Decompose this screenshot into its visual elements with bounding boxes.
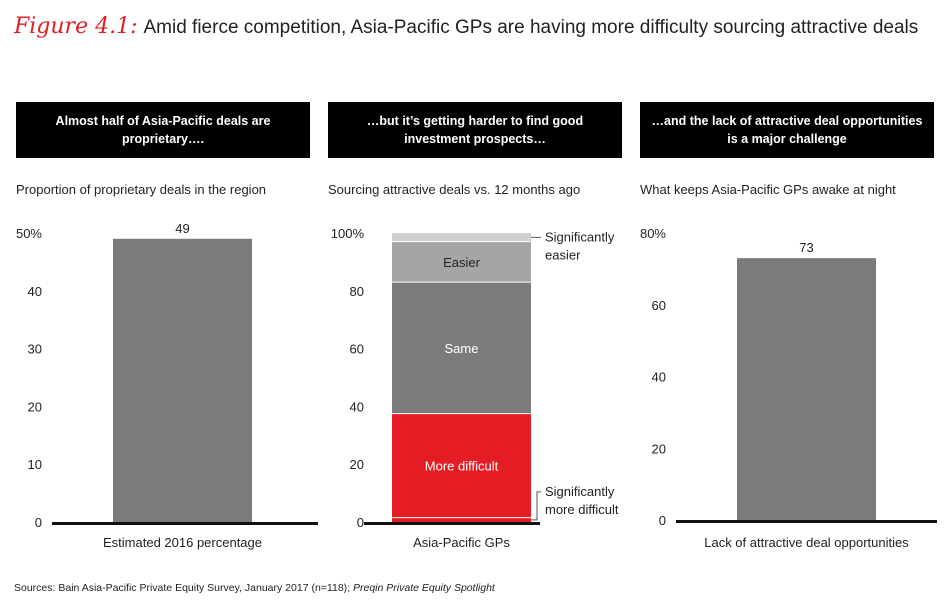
source-text: Sources: Bain Asia-Pacific Private Equit… [14,582,353,594]
chart-2-segment-label: More difficult [425,459,499,474]
chart-3-category-label: Lack of attractive deal opportunities [704,535,909,550]
figure-title: Figure 4.1: Amid fierce competition, Asia… [14,14,918,39]
panel-2-subtitle: Sourcing attractive deals vs. 12 months … [328,182,581,197]
chart-2-callout-label: Significantly [545,484,615,499]
source-note: Sources: Bain Asia-Pacific Private Equit… [14,582,495,594]
chart-1-ytick-label: 0 [35,515,42,530]
chart-3-ytick-label: 40 [652,370,666,385]
chart-2-segment-same [392,282,531,414]
panel-1-header: Almost half of Asia-Pacific deals are pr… [16,102,310,158]
chart-3-bar [737,258,876,520]
panel-2-header: …but it’s getting harder to find good in… [328,102,622,158]
chart-3-data-label: 73 [799,240,813,255]
chart-2-segment-more-difficult [392,413,531,518]
chart-3-ytick-label: 80% [640,226,666,241]
chart-3-ytick-label: 60 [652,298,666,313]
chart-1-ytick-label: 10 [28,457,42,472]
chart-2-ytick-label: 0 [357,515,364,530]
chart-2-category-label: Asia-Pacific GPs [413,535,510,550]
chart-2-callout-label: Significantly [545,229,615,244]
chart-3-ytick-label: 20 [652,441,666,456]
figure-title-text: Amid fierce competition, Asia-Pacific GP… [143,17,919,38]
chart-1-ytick-label: 20 [28,399,42,414]
chart-1-bar [113,238,252,522]
chart-2-segment-label: Easier [443,255,481,270]
chart-2-segment-easier [392,241,531,283]
panel-1-subtitle: Proportion of proprietary deals in the r… [16,182,267,197]
chart-2-callout-label: more difficult [545,502,619,517]
chart-2-ytick-label: 100% [331,226,365,241]
chart-1-ytick-label: 50% [16,226,42,241]
chart-2-segment-label: Same [445,341,479,356]
chart-2-segment-significantly-easier [392,233,531,242]
chart-3-ytick-label: 0 [659,513,666,528]
chart-2-callout-label: easier [545,247,581,262]
source-italic: Preqin Private Equity Spotlight [353,582,495,594]
chart-2-ytick-label: 40 [350,399,364,414]
chart-1-ytick-label: 30 [28,342,42,357]
chart-1-data-label: 49 [175,221,189,236]
chart-2-callout-line [531,491,541,521]
panel-3-subtitle: What keeps Asia-Pacific GPs awake at nig… [640,182,896,197]
chart-2-ytick-label: 20 [350,457,364,472]
figure-label: Figure 4.1: [14,14,138,39]
chart-2-ytick-label: 80 [350,284,364,299]
chart-1-category-label: Estimated 2016 percentage [103,535,262,550]
panel-3-header: …and the lack of attractive deal opportu… [640,102,934,158]
chart-2-segment-significantly-more-difficult [392,517,531,522]
chart-1-ytick-label: 40 [28,284,42,299]
chart-2-ytick-label: 60 [350,342,364,357]
